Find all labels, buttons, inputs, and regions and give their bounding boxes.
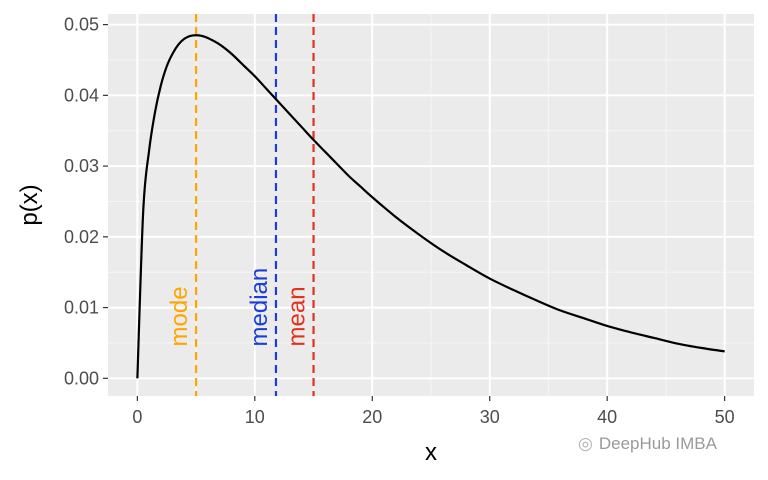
vline-label-mode: mode [166, 286, 193, 346]
watermark: ◎ DeepHub IMBA [578, 434, 717, 454]
x-tick-label: 30 [480, 407, 500, 427]
vline-label-mean: mean [284, 286, 311, 346]
x-tick-label: 50 [715, 407, 735, 427]
minor-gridlines [108, 14, 754, 396]
y-tick-label: 0.03 [64, 156, 99, 176]
major-gridlines [108, 14, 754, 396]
y-tick-label: 0.05 [64, 15, 99, 35]
watermark-text: DeepHub IMBA [598, 434, 717, 453]
y-tick-label: 0.01 [64, 298, 99, 318]
y-tick-label: 0.02 [64, 227, 99, 247]
vline-label-median: median [246, 268, 273, 347]
y-axis-ticks: 0.00 0.01 0.02 0.03 0.04 0.05 [64, 15, 108, 388]
x-axis-ticks: 0 10 20 30 40 50 [132, 396, 735, 427]
x-tick-label: 0 [132, 407, 142, 427]
y-tick-label: 0.00 [64, 368, 99, 388]
x-tick-label: 10 [245, 407, 265, 427]
y-tick-label: 0.04 [64, 85, 99, 105]
wechat-icon: ◎ [578, 434, 593, 453]
y-axis-title: p(x) [16, 184, 43, 225]
density-curve [136, 34, 725, 379]
reference-lines [194, 14, 315, 396]
reference-line-labels: mode median mean [166, 268, 310, 347]
x-tick-label: 40 [597, 407, 617, 427]
x-tick-label: 20 [362, 407, 382, 427]
x-axis-title: x [425, 439, 437, 466]
